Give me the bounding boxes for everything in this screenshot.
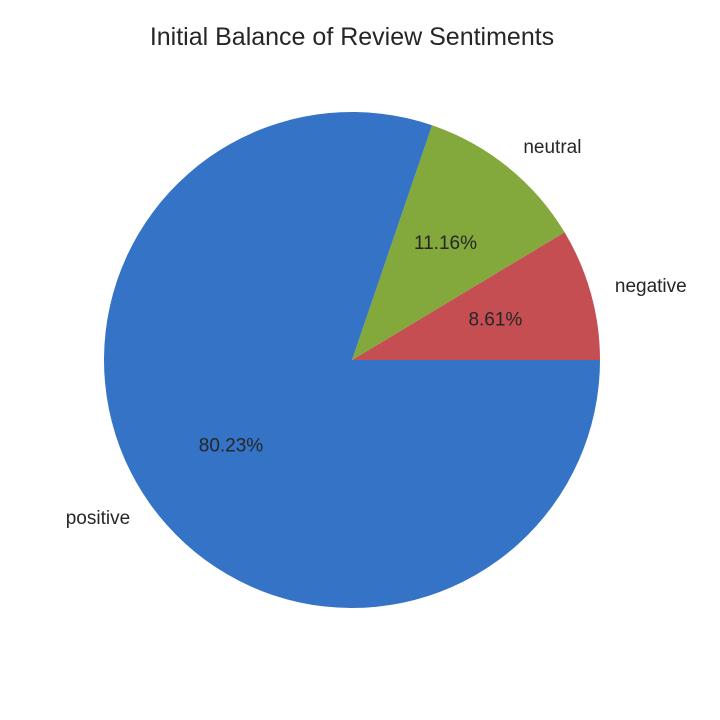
pie-slice-positive [103, 111, 600, 609]
category-label-positive: positive [66, 508, 130, 529]
percentage-labels: 8.61% 11.16% 80.23% [199, 233, 523, 456]
percentage-label-negative: 8.61% [468, 309, 522, 330]
pie-slices [103, 111, 600, 609]
category-labels: negative neutral positive [66, 137, 687, 529]
category-label-neutral: neutral [523, 137, 581, 158]
percentage-label-positive: 80.23% [199, 436, 264, 457]
chart-title: Initial Balance of Review Sentiments [150, 23, 554, 51]
pie-slice-neutral [352, 125, 565, 360]
percentage-label-neutral: 11.16% [414, 233, 477, 254]
category-label-negative: negative [615, 276, 687, 297]
pie-slice-negative [352, 232, 600, 360]
